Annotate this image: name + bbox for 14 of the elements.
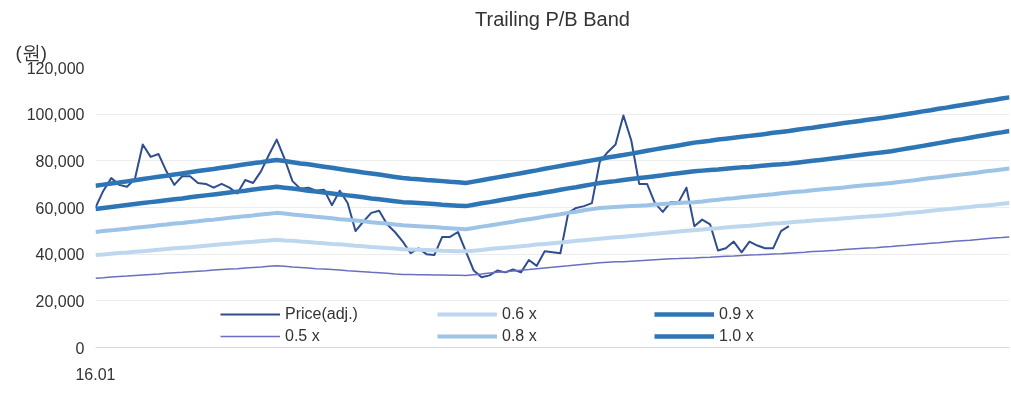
chart-title: Trailing P/B Band: [475, 7, 630, 30]
y-tick-label: 20,000: [35, 292, 85, 310]
x-tick-label: 16.01: [75, 365, 116, 383]
y-tick-label: 0: [75, 339, 85, 357]
y-tick-label: 40,000: [35, 246, 85, 264]
y-tick-label: 80,000: [35, 152, 85, 170]
legend-label: 0.5 x: [285, 327, 321, 345]
legend-label: Price(adj.): [285, 305, 359, 323]
legend-label: 0.8 x: [502, 327, 538, 345]
legend-label: 0.6 x: [502, 305, 538, 323]
legend-label: 1.0 x: [719, 327, 755, 345]
y-tick-label: 100,000: [26, 106, 85, 124]
y-tick-label: 60,000: [35, 199, 85, 217]
legend-label: 0.9 x: [719, 305, 755, 323]
